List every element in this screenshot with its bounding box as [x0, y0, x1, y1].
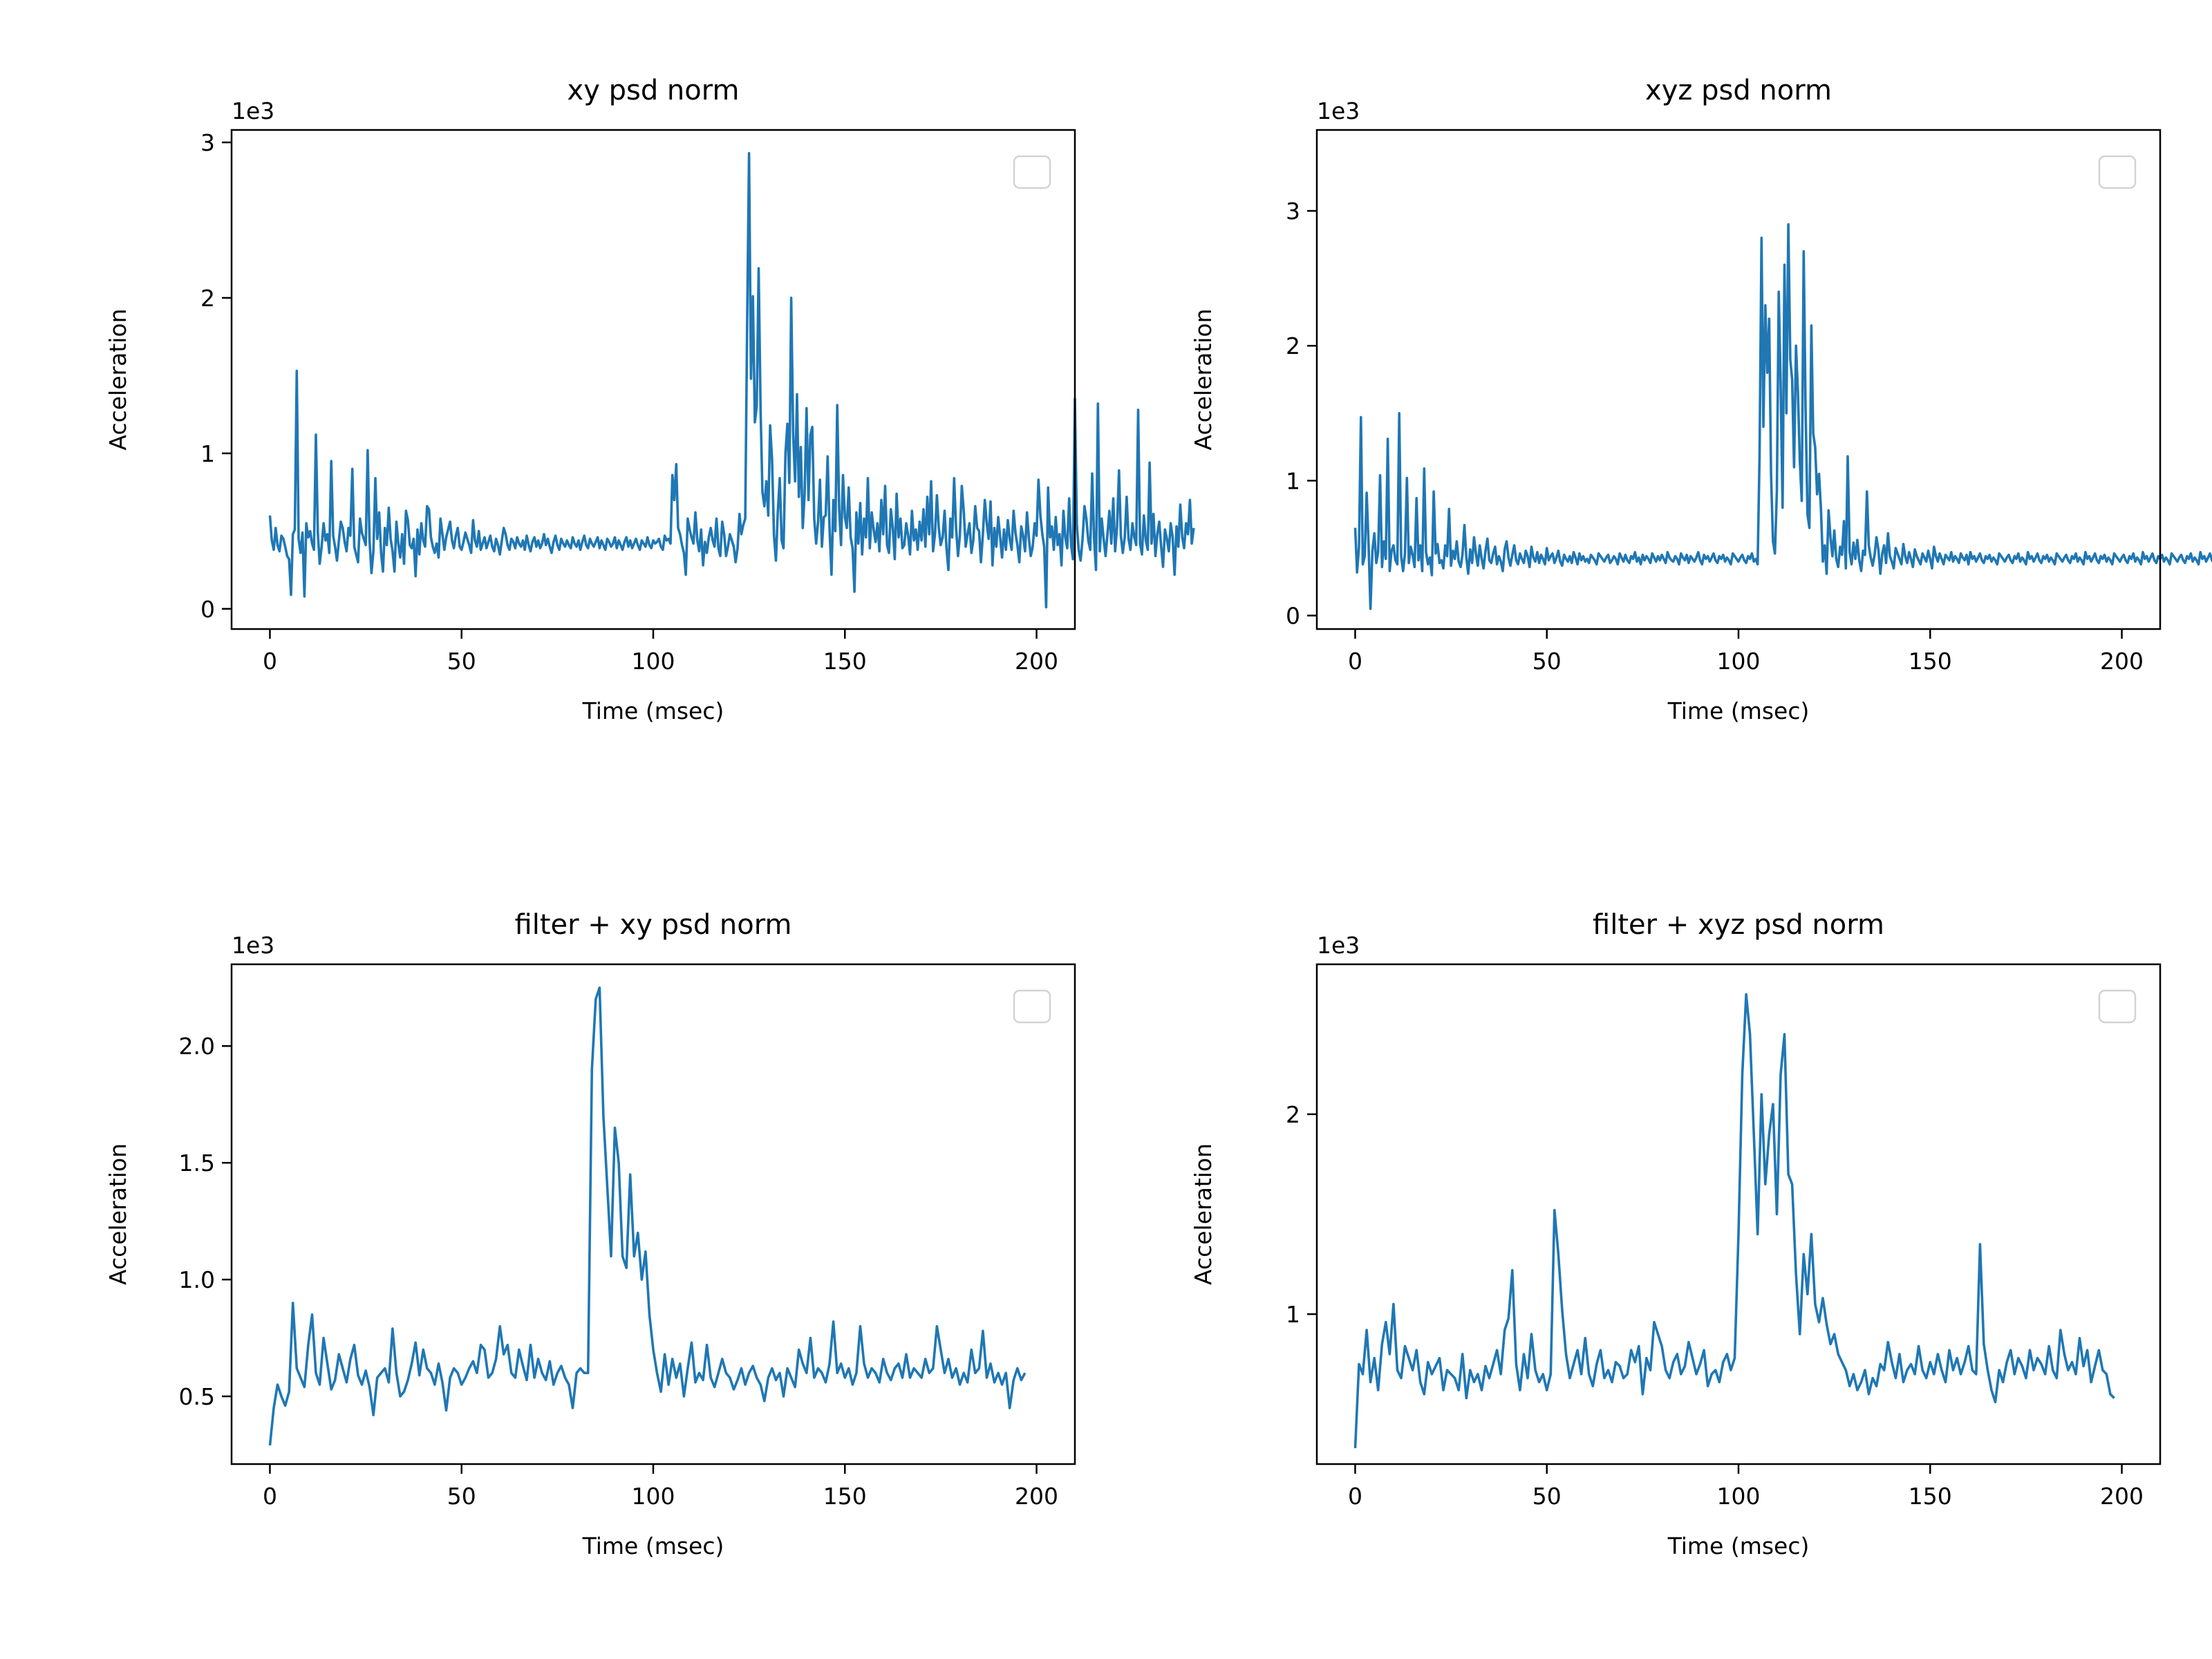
subplot-3: 0 50 100 150 200 0.5 1.0 1.5 2.0 filter + xy psd …: [104, 909, 1076, 1559]
subplot-4: 0 50 100 150 200 1 2 filter + xyz psd norm 1e3 Ti…: [1190, 909, 2162, 1559]
y-tick-label: 1.5: [179, 1150, 215, 1177]
x-tick-label: 0: [1348, 648, 1362, 675]
x-tick-label: 50: [447, 1483, 476, 1510]
x-axis-label: Time (msec): [1667, 1533, 1810, 1559]
x-tick-label: 100: [632, 1483, 675, 1510]
subplot-title: filter + xy psd norm: [515, 909, 792, 941]
y-tick-label: 3: [1286, 198, 1300, 225]
legend-box: [2098, 155, 2137, 189]
y-tick-label: 2.0: [179, 1033, 215, 1060]
x-tick-label: 200: [1015, 648, 1058, 675]
x-tick-label: 0: [263, 648, 277, 675]
axes-frame: [230, 963, 1076, 1465]
subplot-title: xy psd norm: [568, 75, 740, 106]
y-axis-label: Acceleration: [104, 1143, 131, 1285]
x-tick-label: 200: [1015, 1483, 1058, 1510]
series-line: [268, 151, 1195, 609]
series-line: [1353, 993, 2115, 1448]
subplot-title: filter + xyz psd norm: [1593, 909, 1884, 941]
x-tick-label: 50: [447, 648, 476, 675]
x-tick-label: 150: [1909, 1483, 1952, 1510]
subplot-1: 0 50 100 150 200 0 1 2 3 xy psd norm 1e3 Time (msec…: [104, 75, 1195, 724]
legend-box: [1013, 989, 1051, 1024]
x-tick-label: 100: [632, 648, 675, 675]
x-tick-label: 50: [1533, 1483, 1562, 1510]
y-offset-label: 1e3: [1317, 932, 1360, 959]
y-tick-label: 1.0: [179, 1266, 215, 1293]
y-axis-label: Acceleration: [104, 308, 131, 450]
y-tick-label: 3: [200, 129, 215, 156]
y-tick-label: 1: [1286, 467, 1300, 494]
x-tick-label: 150: [823, 1483, 867, 1510]
x-tick-label: 150: [1909, 648, 1952, 675]
x-axis-label: Time (msec): [582, 1533, 724, 1559]
y-tick-label: 2: [1286, 1101, 1300, 1128]
y-tick-label: 0: [200, 596, 215, 623]
legend-box: [2098, 989, 2137, 1024]
y-axis-label: Acceleration: [1190, 308, 1217, 450]
y-tick-label: 0.5: [179, 1383, 215, 1410]
x-tick-label: 200: [2100, 648, 2144, 675]
subplot-2: 0 50 100 150 200 0 1 2 3 xyz psd norm 1e3 Time (mse…: [1190, 75, 2212, 724]
series-line: [1353, 223, 2212, 610]
x-tick-label: 100: [1717, 1483, 1761, 1510]
x-tick-label: 150: [823, 648, 867, 675]
series-line: [268, 986, 1027, 1446]
subplot-title: xyz psd norm: [1645, 75, 1832, 106]
y-tick-label: 0: [1286, 602, 1300, 629]
x-axis-label: Time (msec): [582, 697, 724, 724]
y-axis-label: Acceleration: [1190, 1143, 1217, 1285]
y-tick-label: 1: [200, 440, 215, 467]
y-offset-label: 1e3: [1317, 97, 1360, 124]
x-tick-label: 0: [263, 1483, 277, 1510]
x-axis-label: Time (msec): [1667, 697, 1810, 724]
y-tick-label: 1: [1286, 1301, 1300, 1328]
y-tick-label: 2: [200, 285, 215, 312]
legend-box: [1013, 155, 1051, 189]
y-offset-label: 1e3: [232, 932, 274, 959]
x-tick-label: 200: [2100, 1483, 2144, 1510]
x-tick-label: 0: [1348, 1483, 1362, 1510]
y-offset-label: 1e3: [232, 97, 274, 124]
x-tick-label: 50: [1533, 648, 1562, 675]
x-tick-label: 100: [1717, 648, 1761, 675]
y-tick-label: 2: [1286, 332, 1300, 359]
